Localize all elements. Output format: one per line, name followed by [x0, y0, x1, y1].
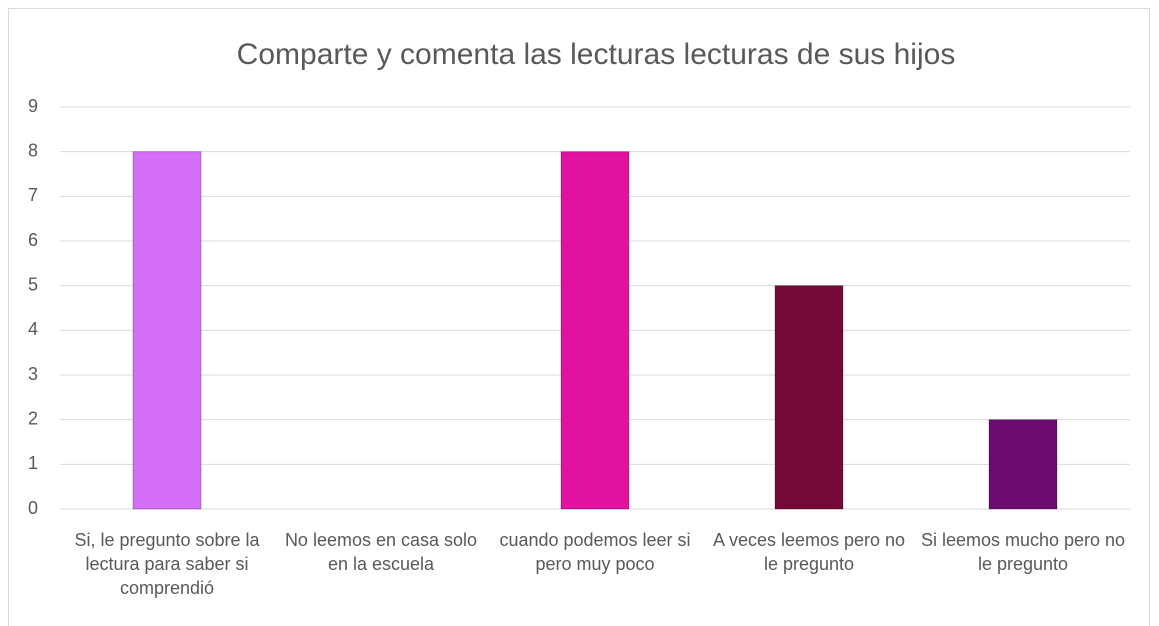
y-tick-label: 0 [28, 498, 38, 518]
y-tick-label: 6 [28, 230, 38, 250]
bar [132, 151, 202, 510]
x-tick-label: cuando podemos leer si pero muy poco [499, 530, 691, 574]
x-tick-label: Si leemos mucho pero no le pregunto [920, 530, 1126, 574]
y-tick-label: 3 [28, 364, 38, 384]
y-tick-label: 5 [28, 274, 38, 294]
bar [560, 151, 630, 510]
y-tick-label: 8 [28, 140, 38, 160]
x-tick-label: Si, le pregunto sobre la lectura para sa… [74, 530, 260, 598]
chart-title: Comparte y comenta las lecturas lecturas… [237, 38, 956, 71]
y-tick-label: 9 [28, 96, 38, 116]
y-tick-label: 4 [28, 319, 38, 339]
bar [988, 419, 1058, 510]
chart-border [8, 8, 1150, 626]
bar [774, 285, 844, 510]
y-tick-label: 2 [28, 408, 38, 428]
y-tick-label: 7 [28, 185, 38, 205]
x-tick-label: No leemos en casa solo en la escuela [284, 530, 478, 574]
x-tick-label: A veces leemos pero no le pregunto [712, 530, 906, 574]
y-tick-label: 1 [28, 453, 38, 473]
